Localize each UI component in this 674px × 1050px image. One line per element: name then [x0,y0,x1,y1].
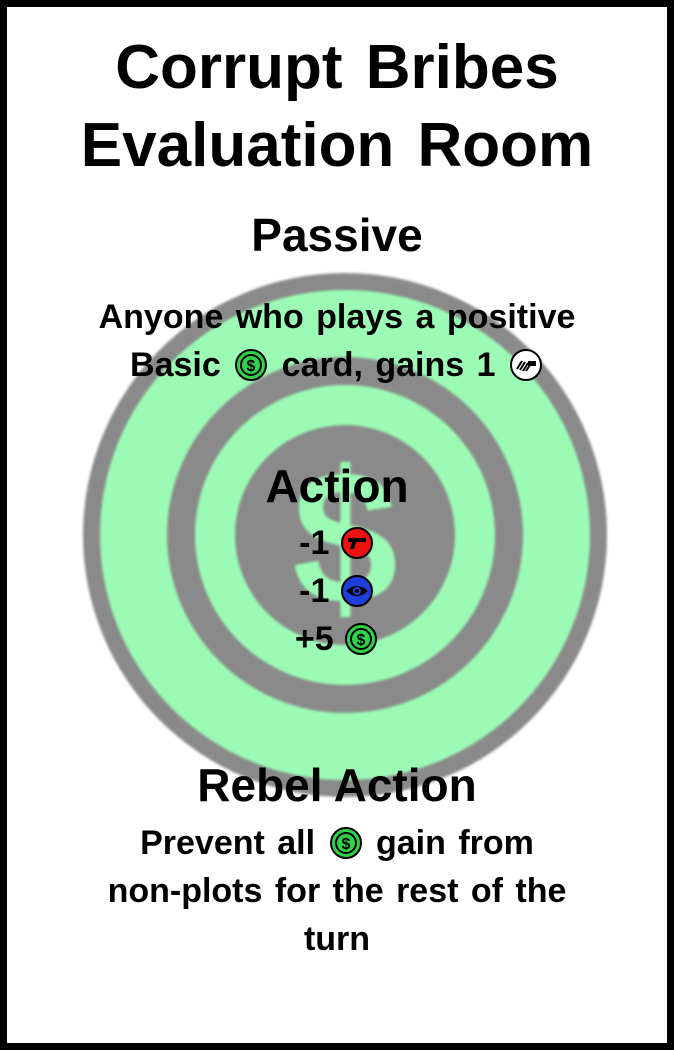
eye-icon [340,575,373,607]
money-icon: $ [345,623,378,655]
passive-heading: Passive [251,209,423,261]
card-title-line2: Evaluation Room [80,111,594,180]
passive-line1: Anyone who plays a positive [98,298,576,336]
card-title-line1: Corrupt Bribes [115,33,559,102]
svg-text:$: $ [247,358,256,375]
passive-line2: Basic $ card, gains 1 [7,341,667,389]
bribe-hand-icon [509,349,542,381]
action-effect-3-amount: +5 [294,620,334,658]
action-effect-2-amount: -1 [299,572,330,610]
passive-line2-text1: Basic [130,346,221,384]
action-effect-1: -1 [7,519,667,567]
rebel-action-line3: turn [303,920,371,958]
card-title: Corrupt Bribes Evaluation Room [7,29,667,185]
rebel-action-heading: Rebel Action [197,759,477,811]
money-icon: $ [329,827,362,859]
money-icon: $ [235,349,268,381]
gun-icon [340,527,373,559]
rebel-action-line2: non-plots for the rest of the [107,872,567,910]
action-effect-1-amount: -1 [299,524,330,562]
passive-text: Anyone who plays a positive Basic $ card… [7,293,667,389]
rebel-action-line1-text1: Prevent all [140,824,316,862]
svg-text:$: $ [341,836,350,853]
rebel-action-line1-text2: gain from [375,824,534,862]
passive-line2-text2: card, gains 1 [281,346,496,384]
rebel-action-text: Prevent all $ gain from non-plots for th… [7,819,667,963]
action-effect-3: +5 $ [7,615,667,663]
svg-text:$: $ [357,632,366,649]
action-heading: Action [265,460,409,512]
action-effect-2: -1 [7,567,667,615]
rebel-action-line1: Prevent all $ gain from [7,819,667,867]
